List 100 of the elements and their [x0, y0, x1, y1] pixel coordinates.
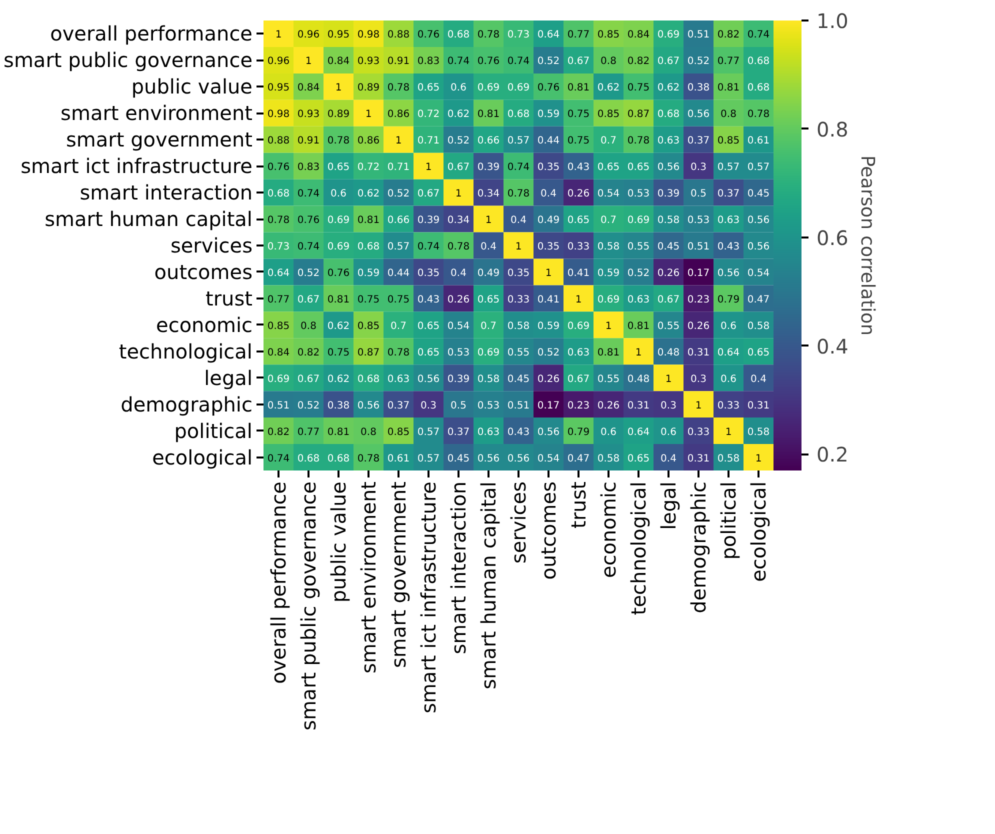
- data-label: 0.37: [717, 188, 740, 200]
- data-label: 0.8: [600, 56, 616, 68]
- data-label: 0.56: [507, 453, 530, 464]
- data-label: 0.54: [447, 320, 470, 332]
- data-label: 0.85: [597, 30, 620, 41]
- data-label: 0.82: [717, 30, 740, 41]
- data-label: 0.43: [417, 294, 440, 306]
- data-label: 0.85: [267, 320, 290, 332]
- data-label: 0.91: [297, 136, 320, 147]
- x-tick-label: outcomes: [536, 481, 560, 580]
- data-label: 1: [695, 400, 702, 412]
- data-label: 0.59: [357, 268, 380, 279]
- data-label: 0.95: [267, 82, 290, 94]
- data-label: 0.75: [567, 109, 590, 120]
- y-tick-label: technological: [118, 339, 253, 364]
- data-label: 0.57: [747, 162, 770, 174]
- data-label: 0.48: [657, 347, 680, 358]
- data-label: 0.58: [597, 453, 620, 464]
- y-tick-label: legal: [204, 366, 253, 390]
- data-label: 0.68: [657, 109, 680, 120]
- data-label: 1: [665, 374, 672, 385]
- data-label: 0.68: [747, 82, 770, 94]
- y-tick-label: smart government: [66, 128, 253, 152]
- data-label: 0.26: [567, 188, 590, 200]
- data-label: 0.75: [387, 294, 410, 306]
- data-label: 0.77: [567, 30, 590, 41]
- data-label: 0.53: [687, 215, 710, 226]
- x-tick-label: trust: [566, 481, 590, 528]
- data-label: 0.4: [480, 242, 496, 252]
- x-tick-label: technological: [626, 481, 650, 616]
- data-label: 0.4: [750, 374, 766, 385]
- data-label: 0.53: [627, 188, 650, 200]
- data-label: 0.64: [717, 347, 740, 358]
- data-label: 0.35: [537, 162, 560, 174]
- data-label: 0.38: [687, 82, 710, 94]
- data-label: 0.77: [267, 294, 290, 306]
- data-label: 0.65: [327, 162, 350, 174]
- data-label: 0.67: [567, 374, 590, 385]
- data-label: 0.45: [657, 242, 680, 252]
- data-label: 0.6: [720, 374, 736, 385]
- data-label: 0.89: [327, 109, 350, 120]
- data-label: 1: [305, 56, 312, 68]
- data-label: 1: [485, 215, 492, 226]
- data-label: 0.82: [627, 56, 650, 68]
- color-bar-label: 0.4: [816, 334, 848, 358]
- y-tick-label: overall performance: [50, 22, 253, 46]
- data-label: 0.53: [447, 347, 470, 358]
- data-label: 0.52: [297, 268, 320, 279]
- data-label: 0.41: [537, 294, 560, 306]
- data-label: 0.74: [297, 188, 320, 200]
- data-label: 0.43: [507, 426, 530, 438]
- data-label: 0.54: [747, 268, 770, 279]
- data-label: 0.26: [597, 400, 620, 412]
- color-bar-title: Pearson correlation: [856, 155, 878, 336]
- data-label: 0.55: [597, 374, 620, 385]
- data-label: 0.56: [687, 109, 710, 120]
- data-label: 0.68: [447, 30, 470, 41]
- data-label: 0.39: [657, 188, 680, 200]
- data-label: 0.86: [357, 136, 380, 147]
- data-label: 0.49: [477, 268, 500, 279]
- data-label: 0.74: [297, 242, 320, 252]
- data-label: 0.53: [477, 400, 500, 412]
- data-label: 0.6: [600, 426, 616, 438]
- data-label: 0.8: [720, 109, 736, 120]
- data-label: 0.45: [747, 188, 770, 200]
- data-label: 0.68: [507, 109, 530, 120]
- x-tick-label: smart ict infrastructure: [416, 481, 440, 714]
- data-label: 0.52: [387, 188, 410, 200]
- data-label: 0.52: [297, 400, 320, 412]
- color-bar-label: 1.0: [816, 9, 848, 33]
- data-label: 0.56: [357, 400, 380, 412]
- data-label: 0.81: [567, 82, 590, 94]
- data-label: 0.54: [537, 453, 560, 464]
- data-label: 0.64: [537, 30, 560, 41]
- data-label: 0.35: [417, 268, 440, 279]
- data-label: 0.3: [660, 400, 676, 412]
- x-tick-label: smart human capital: [476, 481, 500, 690]
- x-tick-label: services: [506, 482, 530, 564]
- data-label: 0.63: [657, 136, 680, 147]
- data-label: 0.93: [357, 56, 380, 68]
- data-label: 0.33: [567, 242, 590, 252]
- data-label: 0.62: [327, 374, 350, 385]
- data-label: 0.26: [447, 294, 470, 306]
- y-tick-label: ecological: [152, 445, 252, 470]
- data-label: 0.6: [330, 188, 346, 200]
- data-label: 0.68: [357, 374, 380, 385]
- data-label: 0.44: [537, 136, 560, 147]
- data-label: 0.85: [717, 136, 740, 147]
- data-label: 0.37: [447, 426, 470, 438]
- y-tick-label: services: [170, 234, 252, 258]
- data-label: 0.65: [417, 347, 440, 358]
- data-label: 0.56: [537, 426, 560, 438]
- y-tick-label: economic: [156, 312, 252, 337]
- data-label: 0.81: [627, 320, 650, 332]
- data-label: 1: [425, 162, 432, 174]
- data-label: 0.78: [447, 242, 470, 252]
- data-label: 0.55: [627, 242, 650, 252]
- data-label: 0.72: [417, 109, 440, 120]
- data-label: 0.76: [327, 268, 350, 279]
- data-label: 0.69: [507, 82, 530, 94]
